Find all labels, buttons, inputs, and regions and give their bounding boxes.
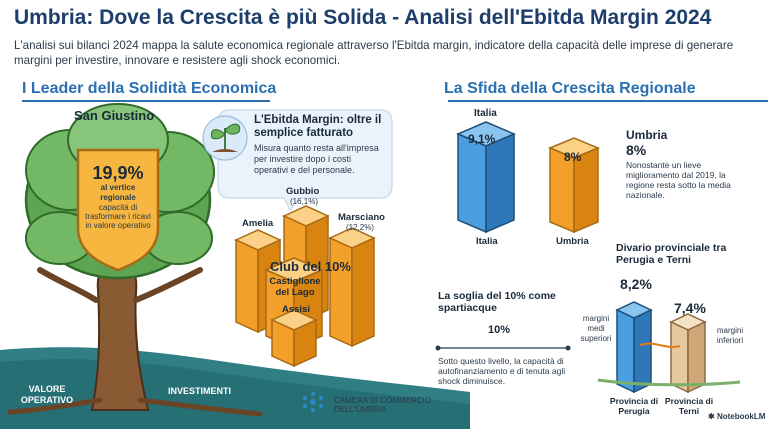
- club-title: Club del 10%: [270, 259, 351, 274]
- city-marsciano: Marsciano: [338, 212, 385, 223]
- italia-umbria-bars: [456, 121, 516, 234]
- club-bars: [234, 205, 376, 368]
- soglia-line: [435, 345, 571, 351]
- city-assisi: Assisi: [282, 304, 310, 315]
- city-gubbio-value: (16,1%): [290, 197, 319, 206]
- soglia-value: 10%: [488, 324, 511, 336]
- margini-inferiori: margini inferiori: [716, 326, 744, 345]
- terni-label: Provincia di Terni: [664, 396, 714, 416]
- province-bars: [597, 301, 741, 394]
- margini-superiori: margini medi superiori: [580, 314, 612, 343]
- italia-top-label: Italia: [474, 108, 497, 119]
- section-title-growth: La Sfida della Crescita Regionale: [444, 80, 696, 97]
- section-divider-left: [22, 100, 270, 102]
- brand-icon: ✱: [708, 412, 715, 421]
- leader-tag: al vertice regionale: [100, 183, 136, 202]
- section-divider-right: [448, 100, 768, 102]
- umbria-value: 8%: [564, 150, 582, 164]
- italia-value: 9,1%: [468, 132, 496, 146]
- page-title: Umbria: Dove la Crescita è più Solida - …: [14, 6, 712, 29]
- soglia-desc: Sotto questo livello, la capacità di aut…: [438, 356, 566, 386]
- city-amelia: Amelia: [242, 218, 274, 229]
- leader-name: San Giustino: [74, 108, 155, 123]
- divario-title: Divario provinciale tra Perugia e Terni: [616, 242, 727, 266]
- umbria-card-value: 8%: [626, 142, 647, 158]
- brand-label: ✱ NotebookLM: [708, 412, 765, 421]
- umbria-card-desc: Nonostante un lieve miglioramento dal 20…: [626, 160, 731, 200]
- leader-value: 19,9%: [92, 163, 144, 183]
- chamber-logo-icon: [303, 392, 323, 412]
- leader-shield: [76, 148, 160, 272]
- terni-value: 7,4%: [674, 300, 706, 316]
- ebitda-desc: Misura quanto resta all'impresa per inve…: [254, 143, 379, 175]
- perugia-value: 8,2%: [620, 276, 652, 292]
- chamber-name: CAMERA DI COMMERCIO DELL'UMBRIA: [334, 396, 431, 414]
- city-gubbio: Gubbio: [286, 186, 320, 197]
- page-subtitle: L'analisi sui bilanci 2024 mappa la salu…: [14, 39, 734, 67]
- italia-bottom-label: Italia: [476, 236, 498, 247]
- soglia-title: La soglia del 10% come spartiacque: [438, 290, 556, 314]
- ebitda-title: L'Ebitda Margin: oltre il semplice fattu…: [254, 114, 382, 139]
- section-title-leaders: I Leader della Solidità Economica: [22, 80, 277, 97]
- city-castiglione: Castiglione del Lago: [269, 276, 321, 298]
- root-label-valore: VALORE OPERATIVO: [20, 384, 74, 405]
- umbria-card-title: Umbria: [626, 128, 668, 142]
- root-label-investimenti: INVESTIMENTI: [168, 386, 232, 396]
- brand-name: NotebookLM: [716, 412, 766, 421]
- umbria-bottom-label: Umbria: [556, 236, 589, 247]
- perugia-label: Provincia di Perugia: [609, 396, 659, 416]
- city-marsciano-value: (12,2%): [346, 223, 375, 232]
- leader-desc: capacità di trasformare i ricavi in valo…: [85, 203, 151, 230]
